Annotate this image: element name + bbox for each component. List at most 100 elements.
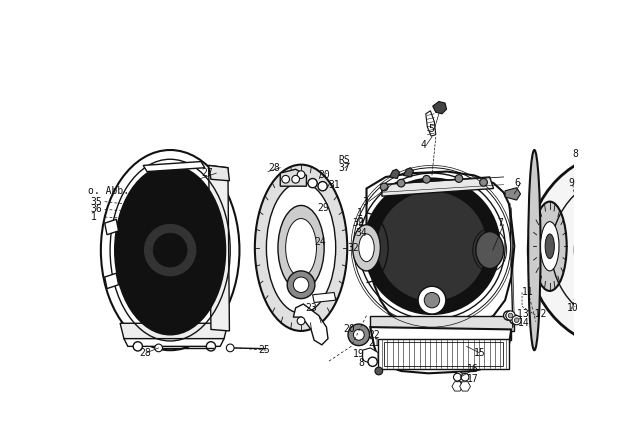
Circle shape xyxy=(515,318,519,323)
Polygon shape xyxy=(505,188,520,200)
Circle shape xyxy=(508,313,513,318)
Text: 25: 25 xyxy=(259,345,271,355)
Circle shape xyxy=(461,373,469,381)
Circle shape xyxy=(480,178,488,186)
Circle shape xyxy=(509,315,519,324)
Text: 17: 17 xyxy=(467,374,478,383)
Circle shape xyxy=(455,381,463,389)
Circle shape xyxy=(424,293,440,308)
Polygon shape xyxy=(433,102,447,114)
Polygon shape xyxy=(105,273,118,289)
Ellipse shape xyxy=(359,234,374,262)
Text: 23: 23 xyxy=(305,303,317,313)
Text: 35: 35 xyxy=(91,197,102,207)
Circle shape xyxy=(506,313,511,318)
Text: 28: 28 xyxy=(268,163,280,173)
Ellipse shape xyxy=(285,219,316,277)
Text: 2: 2 xyxy=(357,217,363,227)
Circle shape xyxy=(287,271,315,299)
Circle shape xyxy=(454,373,461,381)
Circle shape xyxy=(133,342,143,351)
Circle shape xyxy=(504,311,513,320)
Circle shape xyxy=(206,342,216,351)
Ellipse shape xyxy=(115,165,225,335)
Circle shape xyxy=(422,176,431,183)
Circle shape xyxy=(143,223,197,277)
Text: 4: 4 xyxy=(420,140,426,150)
Text: 10: 10 xyxy=(566,303,579,313)
Circle shape xyxy=(418,286,446,314)
Polygon shape xyxy=(367,172,515,331)
Circle shape xyxy=(375,367,383,375)
Text: 21: 21 xyxy=(368,337,380,348)
Circle shape xyxy=(622,244,634,256)
Text: 9: 9 xyxy=(568,178,574,188)
Polygon shape xyxy=(371,327,511,373)
Polygon shape xyxy=(390,169,399,178)
Polygon shape xyxy=(371,315,515,331)
Polygon shape xyxy=(460,382,470,391)
Circle shape xyxy=(282,176,289,183)
Text: 11: 11 xyxy=(522,288,534,297)
Text: 32: 32 xyxy=(348,243,359,253)
Circle shape xyxy=(364,178,500,314)
Circle shape xyxy=(292,176,300,183)
Polygon shape xyxy=(209,165,230,181)
Polygon shape xyxy=(372,331,511,340)
Circle shape xyxy=(376,191,488,302)
Circle shape xyxy=(297,317,305,325)
Circle shape xyxy=(455,175,463,182)
Polygon shape xyxy=(382,177,493,196)
Text: 7: 7 xyxy=(497,218,503,228)
Circle shape xyxy=(380,183,388,191)
Text: 14: 14 xyxy=(517,318,529,328)
Polygon shape xyxy=(378,339,509,370)
Ellipse shape xyxy=(541,222,559,271)
Circle shape xyxy=(512,315,521,325)
Text: 5: 5 xyxy=(428,124,434,134)
Text: 8: 8 xyxy=(573,149,579,159)
Text: RS: RS xyxy=(339,155,351,165)
Polygon shape xyxy=(452,382,463,391)
Text: 1: 1 xyxy=(91,212,97,222)
Text: 30: 30 xyxy=(319,170,330,181)
Circle shape xyxy=(528,150,640,350)
Circle shape xyxy=(506,311,515,320)
Ellipse shape xyxy=(266,182,336,313)
Circle shape xyxy=(153,233,187,267)
Text: 39: 39 xyxy=(353,218,364,228)
Text: 13 12: 13 12 xyxy=(516,309,546,319)
Ellipse shape xyxy=(353,225,380,271)
Polygon shape xyxy=(403,168,413,177)
Polygon shape xyxy=(426,111,436,136)
Circle shape xyxy=(397,179,405,187)
Circle shape xyxy=(227,344,234,352)
Circle shape xyxy=(318,181,327,191)
Ellipse shape xyxy=(255,165,348,331)
Text: 20: 20 xyxy=(344,324,355,334)
Text: 8: 8 xyxy=(359,358,365,368)
Polygon shape xyxy=(280,169,307,186)
Text: 28: 28 xyxy=(140,348,151,358)
Ellipse shape xyxy=(278,206,324,290)
Circle shape xyxy=(368,357,378,366)
Text: 6: 6 xyxy=(515,178,520,188)
Text: 34: 34 xyxy=(356,228,367,238)
Polygon shape xyxy=(120,323,228,339)
Circle shape xyxy=(455,372,463,379)
Text: 16: 16 xyxy=(467,365,478,375)
Polygon shape xyxy=(124,339,224,346)
Ellipse shape xyxy=(533,202,566,291)
Text: 29: 29 xyxy=(317,203,329,213)
Polygon shape xyxy=(143,162,205,172)
Text: 3: 3 xyxy=(363,197,369,207)
Circle shape xyxy=(308,178,317,188)
Polygon shape xyxy=(312,293,336,302)
Text: 22: 22 xyxy=(368,330,380,340)
Text: 27: 27 xyxy=(201,168,212,178)
Ellipse shape xyxy=(101,150,239,350)
Text: 15: 15 xyxy=(474,348,486,358)
Circle shape xyxy=(512,317,516,322)
Ellipse shape xyxy=(528,150,541,350)
Circle shape xyxy=(293,277,308,293)
